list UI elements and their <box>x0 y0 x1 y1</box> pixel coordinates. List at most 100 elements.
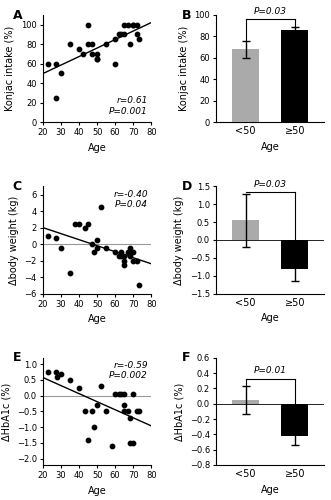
Point <box>130 256 136 264</box>
Point <box>94 236 100 244</box>
Bar <box>232 220 259 240</box>
Point <box>89 408 94 416</box>
Text: E: E <box>13 352 21 364</box>
Point <box>68 376 73 384</box>
Y-axis label: ΔHbA1c (%): ΔHbA1c (%) <box>174 382 184 440</box>
Point <box>91 423 96 431</box>
Point <box>58 70 64 78</box>
X-axis label: Age: Age <box>88 314 107 324</box>
Point <box>85 20 91 28</box>
Point <box>121 408 127 416</box>
Point <box>98 382 103 390</box>
Point <box>80 50 85 58</box>
Point <box>121 390 127 398</box>
Point <box>76 220 82 228</box>
Text: r=-0.40
P=0.04: r=-0.40 P=0.04 <box>114 190 148 209</box>
Point <box>113 36 118 44</box>
Point <box>53 234 58 241</box>
Bar <box>281 30 308 122</box>
Point <box>118 30 123 38</box>
Point <box>82 408 87 416</box>
Point <box>89 240 94 248</box>
Point <box>68 40 73 48</box>
Point <box>53 94 58 102</box>
Text: P=0.03: P=0.03 <box>254 180 287 188</box>
Point <box>121 256 127 264</box>
Point <box>53 60 58 68</box>
Point <box>73 220 78 228</box>
Text: D: D <box>181 180 192 193</box>
Point <box>46 60 51 68</box>
Point <box>118 252 123 260</box>
Point <box>68 269 73 277</box>
Point <box>89 40 94 48</box>
Point <box>125 248 130 256</box>
Text: r=-0.59
P=0.002: r=-0.59 P=0.002 <box>109 361 148 380</box>
Text: F: F <box>181 352 190 364</box>
Point <box>94 244 100 252</box>
Point <box>134 30 139 38</box>
Point <box>121 401 127 409</box>
Point <box>127 244 132 252</box>
Point <box>104 244 109 252</box>
Point <box>104 408 109 416</box>
Point <box>58 370 64 378</box>
Point <box>104 40 109 48</box>
X-axis label: Age: Age <box>261 314 280 324</box>
Point <box>55 373 60 381</box>
Point <box>76 45 82 53</box>
Point <box>94 50 100 58</box>
Point <box>134 256 139 264</box>
Point <box>116 390 121 398</box>
X-axis label: Age: Age <box>261 484 280 494</box>
Point <box>130 248 136 256</box>
Point <box>136 36 141 44</box>
Point <box>91 248 96 256</box>
Point <box>58 244 64 252</box>
Point <box>85 220 91 228</box>
Text: B: B <box>181 8 191 22</box>
Point <box>76 384 82 392</box>
Point <box>116 30 121 38</box>
Point <box>116 252 121 260</box>
Point <box>46 368 51 376</box>
Y-axis label: Δbody weight (kg): Δbody weight (kg) <box>174 196 184 284</box>
X-axis label: Age: Age <box>88 486 107 496</box>
Point <box>89 50 94 58</box>
Point <box>109 442 114 450</box>
Point <box>121 20 127 28</box>
Y-axis label: ΔHbA1c (%): ΔHbA1c (%) <box>1 382 11 440</box>
Point <box>94 55 100 63</box>
Y-axis label: Konjac intake (%): Konjac intake (%) <box>6 26 16 111</box>
Point <box>46 232 51 240</box>
Point <box>127 439 132 447</box>
Point <box>121 252 127 260</box>
Bar <box>281 240 308 268</box>
Bar <box>232 50 259 122</box>
Point <box>98 203 103 211</box>
Point <box>130 390 136 398</box>
Point <box>85 40 91 48</box>
Point <box>113 60 118 68</box>
Y-axis label: Konjac intake (%): Konjac intake (%) <box>179 26 189 111</box>
Point <box>130 439 136 447</box>
Point <box>134 20 139 28</box>
Text: C: C <box>13 180 22 193</box>
Point <box>127 40 132 48</box>
Point <box>121 30 127 38</box>
Point <box>134 408 139 416</box>
Text: r=0.61
P=0.001: r=0.61 P=0.001 <box>109 96 148 116</box>
X-axis label: Age: Age <box>88 143 107 153</box>
Point <box>125 20 130 28</box>
Point <box>130 20 136 28</box>
Text: A: A <box>13 8 23 22</box>
Point <box>113 248 118 256</box>
Point <box>85 436 91 444</box>
Point <box>53 368 58 376</box>
Point <box>118 248 123 256</box>
Bar <box>281 404 308 436</box>
Point <box>130 20 136 28</box>
X-axis label: Age: Age <box>261 142 280 152</box>
Bar <box>232 400 259 404</box>
Point <box>136 282 141 290</box>
